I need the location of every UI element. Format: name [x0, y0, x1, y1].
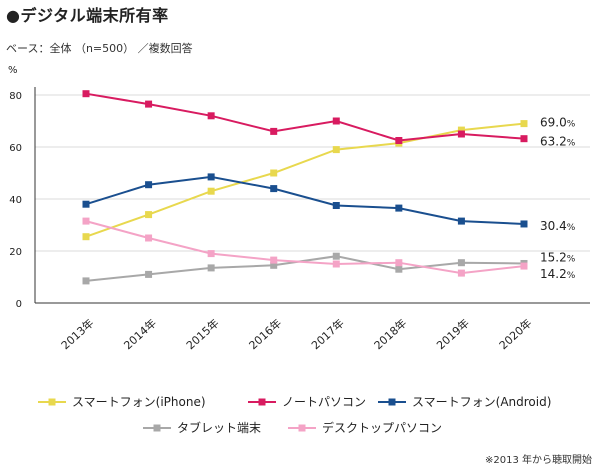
data-point-2-0 [82, 200, 90, 208]
end-label-suffix-4: % [567, 271, 576, 281]
data-point-1-3 [270, 127, 278, 135]
end-label-suffix-1: % [567, 139, 576, 149]
data-point-1-6 [457, 130, 465, 138]
series-line-0 [85, 122, 525, 238]
legend-label-4: デスクトップパソコン [322, 420, 442, 435]
legend-item-4: デスクトップパソコン [288, 420, 442, 435]
end-label-3: 15.2% [540, 250, 576, 264]
end-label-0: 69.0% [540, 116, 576, 130]
data-point-2-7 [520, 220, 528, 228]
legend-label-0: スマートフォン(iPhone) [72, 395, 206, 409]
data-point-1-1 [145, 100, 153, 108]
data-point-4-5 [395, 259, 403, 267]
end-label-1: 63.2% [540, 135, 576, 149]
series-lines [82, 90, 528, 285]
data-point-3-5 [395, 265, 403, 273]
data-point-0-6 [457, 126, 465, 134]
x-tick-label-6: 2019年 [434, 316, 472, 353]
chart-subtitle: ベース：全体 （n=500） ／複数回答 [6, 42, 193, 55]
data-point-3-4 [332, 252, 340, 260]
y-tick-label-40: 40 [9, 195, 22, 206]
data-point-1-5 [395, 137, 403, 144]
y-tick-label-0: 0 [16, 299, 22, 310]
data-point-4-6 [457, 269, 465, 277]
legend-swatch-marker-3 [153, 424, 161, 432]
legend-item-0: スマートフォン(iPhone) [38, 395, 206, 409]
x-tick-label-5: 2018年 [371, 316, 409, 353]
grid-lines [35, 94, 590, 252]
data-point-1-0 [82, 90, 90, 98]
data-point-0-7 [520, 120, 528, 128]
x-tick-label-2: 2015年 [183, 316, 221, 353]
legend-label-1: ノートパソコン [282, 395, 366, 409]
end-label-value-4: 14.2 [540, 267, 567, 281]
legend-swatch-marker-4 [298, 424, 306, 432]
end-label-4: 14.2% [540, 267, 576, 281]
data-point-3-3 [270, 261, 278, 269]
end-label-value-0: 69.0 [540, 116, 567, 130]
series-line-4 [85, 220, 525, 275]
data-point-4-2 [207, 250, 215, 258]
y-unit-label: % [8, 65, 18, 76]
series-line-1 [85, 92, 525, 142]
data-point-2-4 [332, 202, 340, 209]
legend-swatch-marker-0 [48, 398, 56, 406]
x-tick-label-3: 2016年 [246, 316, 284, 353]
y-tick-label-20: 20 [9, 247, 22, 258]
end-label-2: 30.4% [540, 219, 576, 233]
legend: スマートフォン(iPhone) ノートパソコン スマートフォン(Android) タブ… [38, 395, 551, 435]
end-label-suffix-3: % [567, 254, 576, 264]
end-label-value-2: 30.4 [540, 219, 567, 233]
data-point-0-1 [145, 211, 153, 219]
legend-item-3: タブレット端末 [143, 420, 261, 435]
end-label-value-1: 63.2 [540, 135, 567, 149]
data-point-4-7 [520, 262, 528, 270]
legend-swatch-marker-2 [388, 398, 396, 406]
legend-label-3: タブレット端末 [177, 420, 261, 435]
data-point-1-2 [207, 112, 215, 120]
axes: 0 20 40 60 80% 2013年 2014年 2015年 2016年 2017年 2018年… [8, 65, 590, 352]
data-point-0-0 [82, 233, 90, 241]
legend-item-1: ノートパソコン [248, 395, 366, 409]
x-tick-label-4: 2017年 [308, 316, 346, 353]
series-line-2 [85, 175, 525, 225]
x-tick-label-0: 2013年 [58, 316, 96, 353]
legend-swatch-marker-1 [258, 398, 266, 406]
chart-title: ●デジタル端末所有率 [6, 6, 169, 25]
end-label-suffix-0: % [567, 120, 576, 130]
end-label-suffix-2: % [567, 223, 576, 233]
data-point-2-3 [270, 185, 278, 193]
x-tick-label-7: 2020年 [496, 316, 534, 353]
data-point-0-4 [332, 146, 340, 154]
data-point-4-4 [332, 260, 340, 268]
y-tick-label-60: 60 [9, 143, 22, 154]
legend-item-2: スマートフォン(Android) [378, 395, 551, 409]
data-point-0-2 [207, 187, 215, 195]
footnote: ※2013 年から聴取開始 [484, 455, 592, 466]
end-label-value-3: 15.2 [540, 250, 567, 264]
data-point-3-6 [457, 259, 465, 267]
series-line-3 [85, 255, 525, 282]
data-point-2-1 [145, 181, 153, 189]
data-point-3-0 [82, 277, 90, 285]
legend-label-2: スマートフォン(Android) [412, 395, 551, 409]
data-point-1-4 [332, 117, 340, 125]
data-point-3-1 [145, 270, 153, 278]
end-labels: 69.0%63.2%30.4%15.2%14.2% [540, 116, 576, 281]
data-point-0-3 [270, 169, 278, 177]
data-point-4-1 [145, 234, 153, 242]
data-point-3-2 [207, 264, 215, 272]
x-tick-label-1: 2014年 [121, 316, 159, 353]
y-tick-label-80: 80 [9, 91, 22, 102]
data-point-1-7 [520, 135, 528, 143]
data-point-4-0 [82, 217, 90, 225]
data-point-2-5 [395, 204, 403, 212]
data-point-2-6 [457, 217, 465, 225]
data-point-2-2 [207, 173, 215, 181]
data-point-4-3 [270, 256, 278, 264]
